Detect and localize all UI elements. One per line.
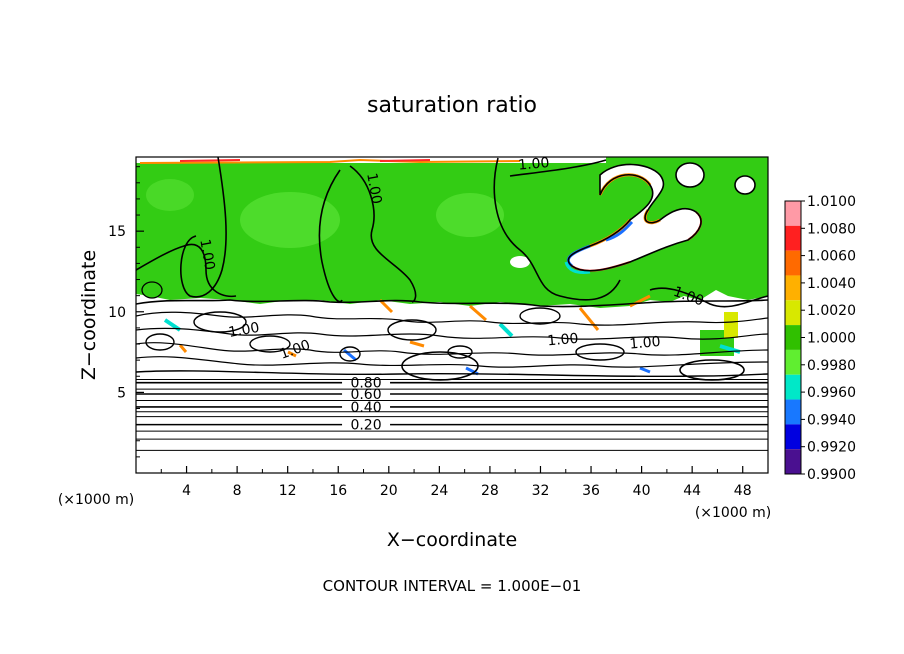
contour-interval-note: CONTOUR INTERVAL = 1.000E−01 — [323, 577, 582, 595]
colorbar-label: 0.9960 — [807, 385, 856, 401]
contour-hole-outline — [734, 175, 756, 195]
cloud-cell-contour — [519, 307, 561, 325]
x-tick-label: 28 — [481, 483, 499, 499]
contour-label: 0.60 — [350, 387, 381, 403]
cloud-cell-contour — [575, 343, 625, 361]
plot-frame — [135, 156, 769, 474]
contour-1-label: 1.00 — [227, 320, 260, 341]
top-edge-color — [179, 159, 431, 162]
colorbar-swatch — [785, 225, 801, 251]
x-tick-label: 12 — [279, 483, 297, 499]
contour-1-label: 1.00 — [547, 331, 579, 350]
cloud-contour — [136, 311, 768, 326]
colorbar-swatch — [785, 300, 801, 326]
z-unit-label: (×1000 m) — [58, 492, 134, 508]
colorbar-label: 1.0000 — [807, 331, 856, 347]
cloud-cell-contour — [447, 345, 473, 359]
x-tick-label: 48 — [734, 483, 752, 499]
horizontal-contours: 0.20 0.400.600.80 — [136, 376, 768, 451]
y-tick-label: 15 — [108, 224, 126, 240]
contour-1-label: 1.00 — [629, 334, 661, 353]
colorbar-label: 1.0100 — [807, 194, 856, 210]
x-unit-label: (×1000 m) — [695, 505, 771, 521]
cloud-cell-contour — [249, 335, 291, 353]
colorbar-label: 1.0020 — [807, 303, 856, 319]
colorbar-swatch — [785, 349, 801, 375]
contour-line-1-00 — [318, 169, 343, 303]
contour-hole-outline — [567, 163, 702, 272]
contour-line-1-00 — [509, 159, 607, 177]
contour-1-label: 1.00 — [518, 155, 550, 174]
y-tick-label: 5 — [117, 385, 126, 401]
contour-label: 0.40 — [350, 400, 381, 416]
cloud-top-contour — [136, 299, 768, 308]
edge-cyan — [564, 261, 591, 274]
cloud-cell-contour — [679, 359, 745, 381]
x-tick-label: 8 — [233, 483, 242, 499]
colorbar-swatch — [785, 424, 801, 450]
x-axis-title: X−coordinate — [387, 529, 517, 551]
contour-line-1-00 — [136, 243, 237, 298]
x-tick-label: 40 — [633, 483, 651, 499]
cloud-cell-contour — [401, 351, 479, 381]
contour-line-1-00 — [493, 157, 621, 301]
cloud-base-contour — [136, 370, 768, 378]
colorbar-swatch — [785, 449, 801, 474]
colorbar-label: 1.0060 — [807, 249, 856, 265]
clear-air-region — [735, 176, 755, 194]
cloud-orange-edge — [178, 340, 425, 358]
colorbar-label: 0.9900 — [807, 467, 856, 483]
x-tick-label: 32 — [532, 483, 550, 499]
cloud-cell-contour — [145, 333, 175, 351]
contour-line-1-00 — [349, 165, 417, 303]
y-axis: 5 10 15 — [108, 166, 144, 458]
colorbar-label: 0.9980 — [807, 358, 856, 374]
colorbar-label: 0.9920 — [807, 440, 856, 456]
contour-label: 0.20 — [350, 418, 381, 434]
light-green-patch — [436, 193, 504, 237]
plot-area — [136, 157, 768, 473]
colorbar-swatch — [785, 325, 801, 350]
light-green-patch — [146, 179, 194, 211]
clear-air-region — [510, 256, 530, 268]
colorbar-swatch — [785, 201, 801, 226]
top-edge-color — [139, 158, 521, 164]
colorbar-swatch — [785, 374, 801, 400]
contour-1-label: 1.00 — [196, 238, 217, 271]
contour-line-1-00 — [180, 157, 227, 298]
colorbar-swatch — [785, 250, 801, 276]
x-tick-label: 36 — [582, 483, 600, 499]
cloud-contour — [136, 327, 768, 340]
x-tick-label: 20 — [380, 483, 398, 499]
x-tick-label: 4 — [182, 483, 191, 499]
chart-title: saturation ratio — [367, 93, 537, 118]
cloud-contour — [136, 356, 768, 368]
contour-1-labels: 1.001.001.001.001.00 1.00 1.001.00 — [196, 155, 706, 363]
cloud-cell-contour — [387, 319, 437, 341]
x-axis: 4 8 12 16 20 24 28 32 36 40 44 48 — [160, 466, 752, 499]
green-bubble — [141, 281, 163, 299]
colorbar-label: 1.0080 — [807, 221, 856, 237]
y-tick-label: 10 — [108, 305, 126, 321]
cloud-cell-contour — [193, 311, 247, 333]
x-tick-label: 24 — [430, 483, 448, 499]
contour-label: 0.80 — [350, 376, 381, 392]
colorbar-swatch — [785, 399, 801, 425]
colorbar-label: 0.9940 — [807, 412, 856, 428]
y-axis-title: Z−coordinate — [78, 250, 100, 380]
contour-1-label: 1.00 — [363, 172, 384, 205]
x-tick-label: 44 — [683, 483, 701, 499]
yellow-patch-lower — [724, 312, 738, 338]
cloud-top-color — [378, 294, 651, 331]
clear-air-region — [676, 163, 704, 187]
light-green-patch — [240, 192, 340, 248]
x-tick-label: 16 — [329, 483, 347, 499]
contour-hole-outline — [675, 162, 705, 188]
colorbar-label: 1.0040 — [807, 276, 856, 292]
colorbar-swatch — [785, 275, 801, 301]
cloud-cell-contour — [339, 346, 361, 362]
colorbar: 1.0100 1.0080 1.0060 1.0040 1.0020 1.0000 0.99… — [784, 194, 856, 483]
